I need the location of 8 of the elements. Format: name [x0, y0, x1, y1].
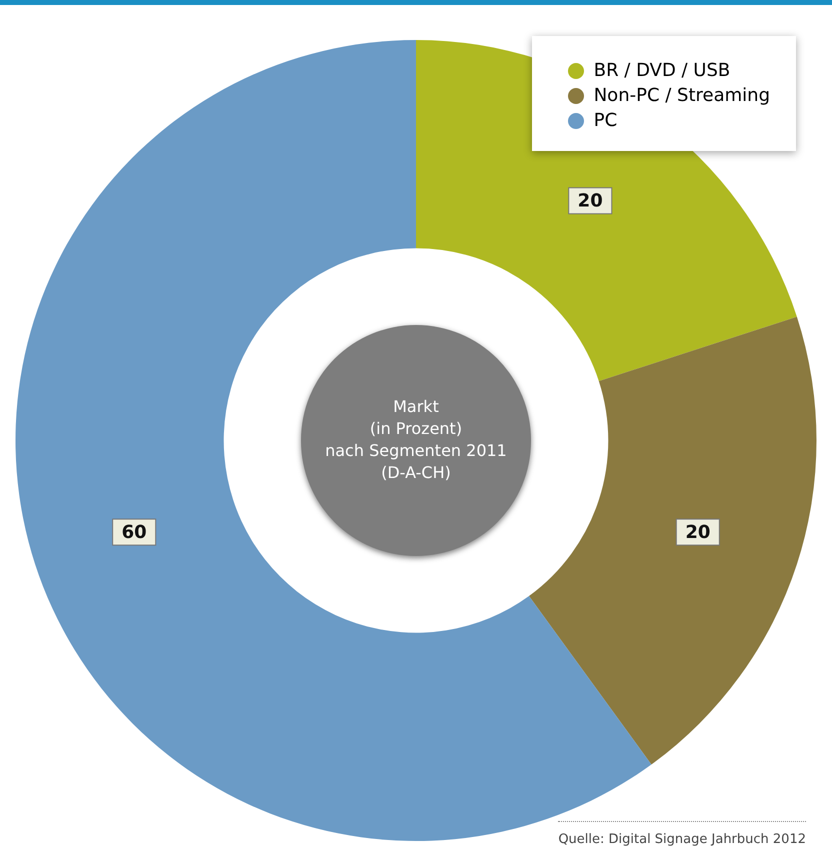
data-label: 20	[578, 190, 603, 212]
data-label: 60	[122, 522, 147, 543]
source-note: Quelle: Digital Signage Jahrbuch 2012	[558, 832, 806, 847]
legend-label: BR / DVD / USB	[594, 59, 730, 83]
legend-label: PC	[594, 109, 618, 133]
text: Markt (in Prozent) nach Segmenten 2011 (D-A-CH)	[300, 325, 532, 556]
legend-label: Non-PC / Streaming	[594, 84, 770, 108]
data-label: 20	[685, 522, 710, 543]
